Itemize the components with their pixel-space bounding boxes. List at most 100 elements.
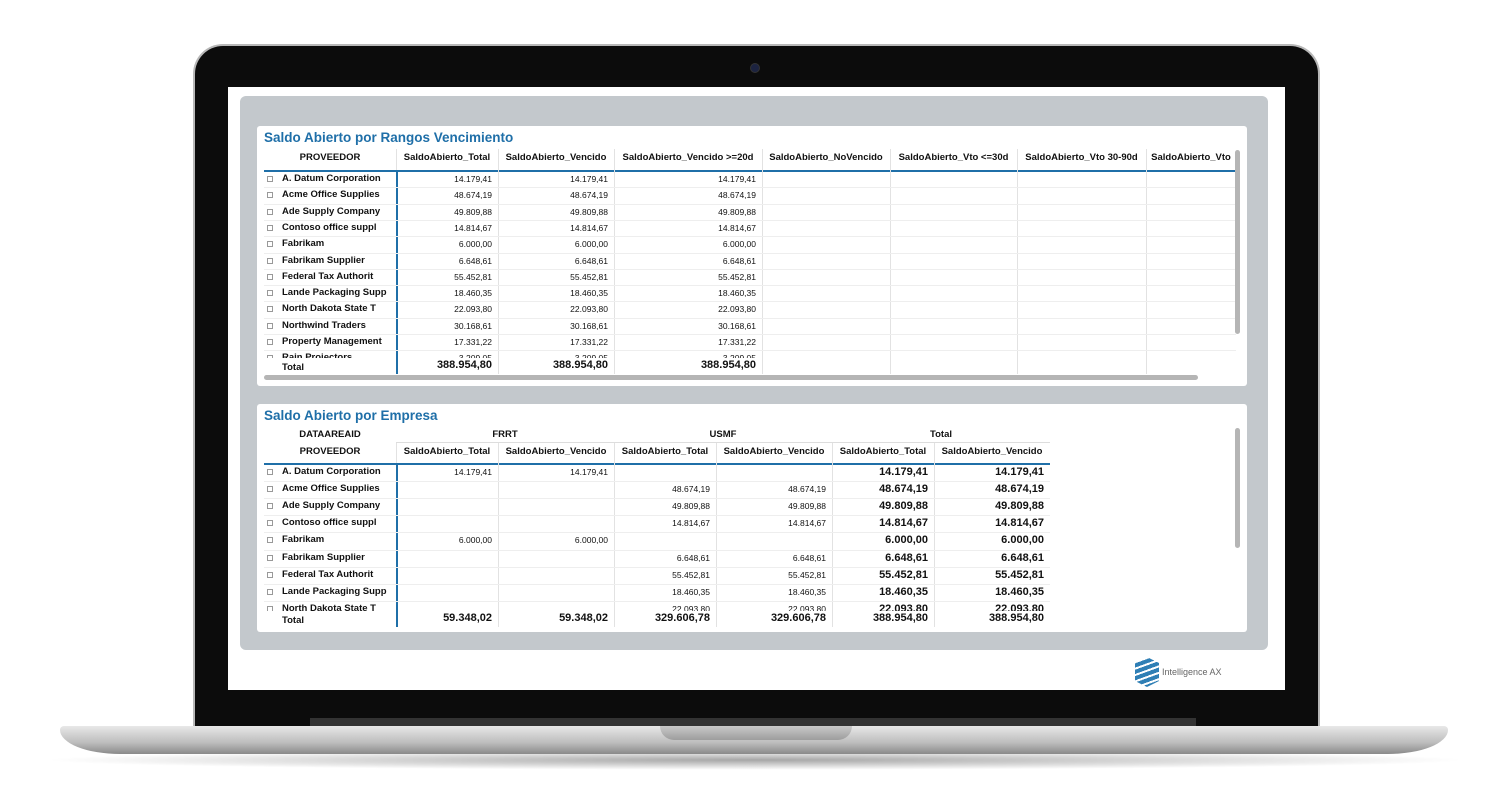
total-value: 388.954,80 <box>552 359 608 371</box>
cell-value: 49.809,88 <box>570 206 608 217</box>
column-header: SaldoAbierto_Vencido <box>505 446 607 457</box>
cell-value: 14.814,67 <box>454 222 492 233</box>
row-line <box>264 317 1236 319</box>
column-header: SaldoAbierto_Vto <box>1151 152 1231 163</box>
cell-value: 14.179,41 <box>995 466 1044 478</box>
cell-value: 30.168,61 <box>718 320 756 331</box>
cell-value: 55.452,81 <box>788 569 826 580</box>
name-divider <box>396 611 398 627</box>
cell-value: 22.093,80 <box>788 603 826 614</box>
expand-icon <box>267 306 273 313</box>
cell-value: 18.460,35 <box>788 586 826 597</box>
column-divider <box>832 443 833 625</box>
column-divider <box>614 149 615 372</box>
total-value: 59.348,02 <box>559 612 608 624</box>
cell-value: 14.179,41 <box>879 466 928 478</box>
cell-value: 48.674,19 <box>788 484 826 495</box>
cell-value: 6.000,00 <box>574 239 608 250</box>
total-value: 388.954,80 <box>872 612 928 624</box>
expand-icon <box>267 571 273 578</box>
header-line <box>264 463 1050 465</box>
row-label: A. Datum Corporation <box>282 173 381 184</box>
column-divider <box>716 443 717 625</box>
cell-value: 49.809,88 <box>879 500 928 513</box>
column-divider <box>1146 358 1147 374</box>
table-title: Saldo Abierto por Empresa <box>264 408 438 423</box>
row-line <box>264 268 1236 270</box>
cell-value: 49.809,88 <box>718 206 756 217</box>
expand-icon <box>267 192 273 199</box>
column-divider <box>498 443 499 625</box>
row-line <box>264 252 1236 254</box>
column-divider <box>614 358 615 374</box>
hinge <box>310 718 1196 726</box>
row-line <box>264 219 1236 221</box>
column-divider <box>716 611 717 627</box>
row-line <box>264 236 1236 238</box>
total-value: 388.954,80 <box>436 359 492 371</box>
column-header: SaldoAbierto_Vencido <box>723 446 825 457</box>
cell-value: 18.460,35 <box>454 288 492 299</box>
expand-icon <box>267 290 273 297</box>
cell-value: 48.674,19 <box>454 190 492 201</box>
cell-value: 49.809,88 <box>788 501 826 512</box>
column-divider <box>762 149 763 372</box>
expand-icon <box>267 241 273 248</box>
expand-icon <box>267 176 273 182</box>
group-divider <box>396 442 1050 443</box>
column-divider <box>1017 149 1018 372</box>
h-scrollbar <box>264 375 1198 380</box>
cell-value: 14.814,67 <box>672 518 710 529</box>
cell-value: 14.814,67 <box>879 517 928 530</box>
expand-icon <box>267 469 273 475</box>
column-divider <box>1017 358 1018 374</box>
cell-value: 6.648,61 <box>885 551 928 564</box>
cell-value: 6.000,00 <box>885 534 928 547</box>
cell-value: 49.809,88 <box>672 501 710 512</box>
logo-icon <box>1135 657 1159 687</box>
cell-value: 55.452,81 <box>454 271 492 282</box>
total-value: 388.954,80 <box>700 359 756 371</box>
expand-icon <box>267 520 273 527</box>
cell-value: 48.674,19 <box>672 484 710 495</box>
column-divider <box>890 149 891 372</box>
cell-value: 48.674,19 <box>718 190 756 201</box>
cell-value: 6.648,61 <box>1001 551 1044 564</box>
total-label: Total <box>282 362 304 373</box>
column-header: SaldoAbierto_Vto 30-90d <box>1025 152 1138 163</box>
row-line <box>264 301 1236 303</box>
cell-value: 48.674,19 <box>570 190 608 201</box>
row-line <box>264 350 1236 352</box>
cell-value: 6.648,61 <box>458 255 492 266</box>
cell-value: 6.648,61 <box>676 552 710 563</box>
shadow <box>40 750 1470 770</box>
expand-icon <box>267 322 273 329</box>
row-line <box>264 532 1050 534</box>
row-line <box>264 334 1236 335</box>
total-label: Total <box>282 615 304 626</box>
row-label: A. Datum Corporation <box>282 466 381 477</box>
column-header: SaldoAbierto_Vto <=30d <box>898 152 1009 163</box>
total-value: 388.954,80 <box>988 612 1044 624</box>
cell-value: 14.814,67 <box>718 222 756 233</box>
row-label: Property Management <box>282 336 382 347</box>
column-divider <box>498 358 499 374</box>
column-divider <box>762 358 763 374</box>
cell-value: 6.000,00 <box>574 535 608 546</box>
cell-value: 14.814,67 <box>995 517 1044 530</box>
expand-icon <box>267 273 273 280</box>
row-label: North Dakota State T <box>282 303 376 315</box>
row-label: Fabrikam <box>282 238 325 250</box>
cell-value: 6.000,00 <box>458 535 492 546</box>
cell-value: 48.674,19 <box>995 483 1044 496</box>
column-header: SaldoAbierto_Total <box>403 446 491 457</box>
column-header: PROVEEDOR <box>299 152 361 163</box>
cell-value: 17.331,22 <box>454 337 492 347</box>
name-divider <box>396 170 398 374</box>
cell-value: 49.809,88 <box>454 206 492 217</box>
total-bg <box>264 611 1050 627</box>
cell-value: 55.452,81 <box>995 568 1044 581</box>
column-divider <box>890 358 891 374</box>
row-label: Northwind Traders <box>282 319 366 331</box>
total-value: 329.606,78 <box>770 612 826 624</box>
